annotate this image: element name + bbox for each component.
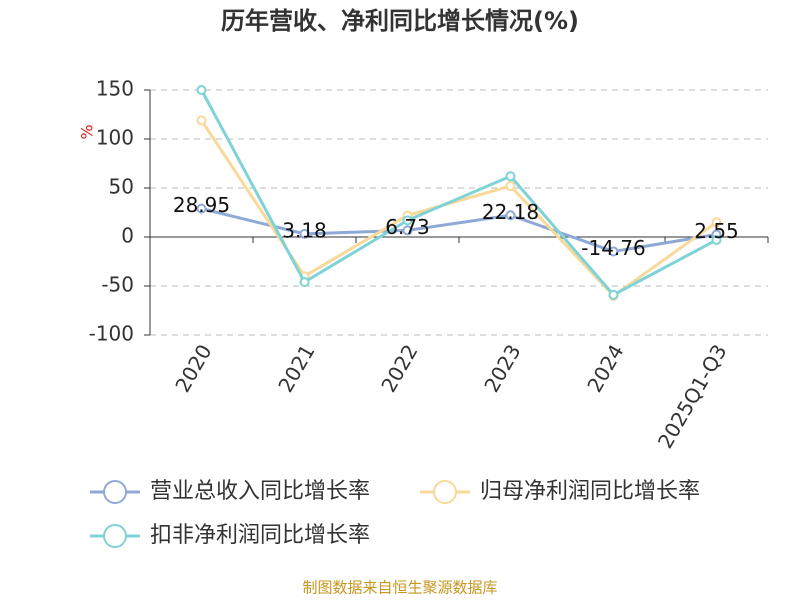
point [299,228,310,239]
data-label: 28.95 [173,193,230,217]
point [196,115,207,126]
chart-title: 历年营收、净利同比增长情况(%) [221,7,579,35]
point [505,181,516,192]
point [608,246,619,257]
series-line [200,89,718,297]
legend-marker[interactable] [103,480,127,504]
legend-marker[interactable] [103,524,127,548]
point [402,225,413,236]
point [299,277,310,288]
legend-label[interactable]: 扣非净利润同比增长率 [150,523,370,548]
point [505,171,516,182]
point [196,85,207,95]
data-label: -14.76 [581,236,645,260]
data-label: 22.18 [482,200,539,224]
legend-label[interactable]: 归母净利润同比增长率 [480,479,700,504]
point [711,234,722,245]
point [402,215,413,226]
y-tick-label: 0 [121,224,134,248]
data-label: 2.55 [694,219,739,243]
y-axis-label: % [78,124,97,139]
y-tick-label: -100 [89,322,134,346]
y-tick-label: 50 [109,175,134,199]
x-tick-label: 2024 [582,340,628,396]
y-tick-label: 150 [96,77,134,101]
data-label: 6.73 [385,215,430,239]
y-tick-label: -50 [101,273,134,297]
point [608,289,619,300]
point [505,210,516,221]
point [196,203,207,214]
x-tick-label: 2022 [376,340,422,396]
x-tick-label: 2020 [170,340,216,396]
x-tick-label: 2021 [273,340,319,396]
legend-label[interactable]: 营业总收入同比增长率 [150,479,370,504]
series-line [200,119,718,298]
x-tick-label: 2025Q1-Q3 [653,340,732,452]
source-note: 制图数据来自恒生聚源数据库 [302,579,497,597]
x-tick-label: 2023 [479,340,525,396]
series-line [201,207,717,254]
point [711,217,722,228]
legend-marker[interactable] [433,480,457,504]
y-tick-label: 100 [96,126,134,150]
data-label: 3.18 [282,218,327,242]
